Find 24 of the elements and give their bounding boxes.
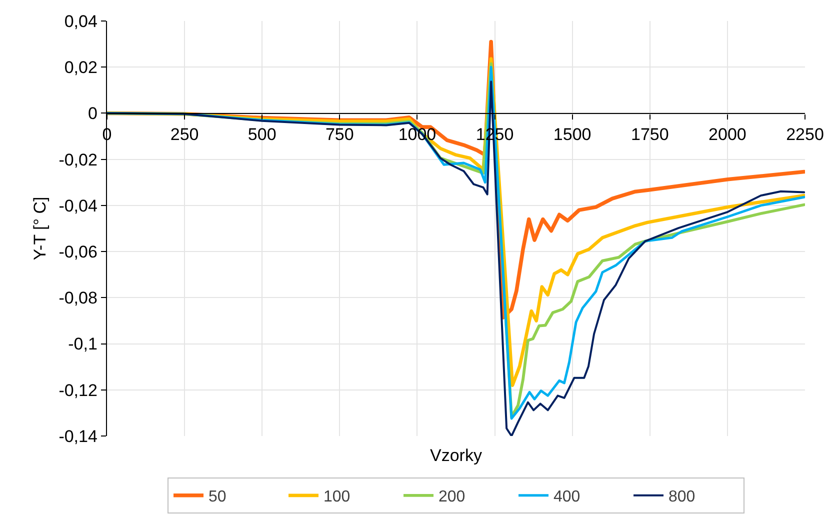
x-tick-label: 1750 <box>630 124 669 144</box>
y-tick-label: -0,04 <box>58 196 98 216</box>
x-tick-label: 2250 <box>786 124 824 144</box>
y-axis-title: Y-T [° C] <box>30 196 50 260</box>
y-tick-label: 0,04 <box>64 12 98 31</box>
y-tick-label: -0,08 <box>58 288 98 308</box>
x-tick-label: 2000 <box>708 124 746 144</box>
legend-label: 800 <box>668 488 696 506</box>
x-tick-label: 750 <box>325 124 354 144</box>
y-tick-label: 0,02 <box>64 58 98 78</box>
legend-label: 50 <box>208 488 226 506</box>
y-tick-label: -0,12 <box>58 380 98 400</box>
y-tick-label: -0,1 <box>68 334 98 354</box>
legend-label: 100 <box>324 488 350 506</box>
x-tick-label: 1500 <box>553 124 592 144</box>
legend-label: 200 <box>438 488 466 506</box>
y-tick-label: -0,02 <box>58 150 98 170</box>
x-tick-label: 250 <box>170 124 199 144</box>
x-axis-title: Vzorky <box>430 446 482 465</box>
y-tick-label: -0,06 <box>58 242 98 262</box>
y-tick-label: -0,14 <box>58 426 98 446</box>
y-tick-label: 0 <box>88 104 98 124</box>
x-tick-label: 500 <box>248 124 276 144</box>
legend-label: 400 <box>554 488 580 506</box>
